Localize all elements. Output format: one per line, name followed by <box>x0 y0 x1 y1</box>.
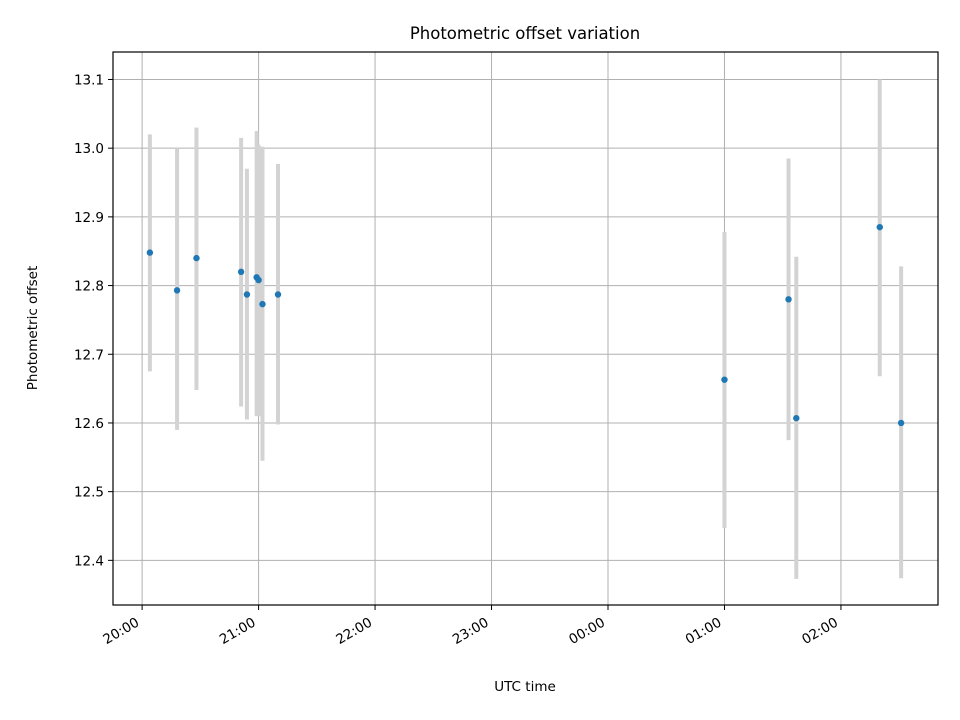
data-point <box>237 268 245 276</box>
y-axis-label: Photometric offset <box>25 266 41 390</box>
data-point <box>146 249 154 256</box>
data-points <box>146 223 905 427</box>
data-point <box>897 419 905 427</box>
plot-frame <box>112 51 939 606</box>
y-tick-label: 13.1 <box>74 72 104 88</box>
data-point <box>274 291 282 298</box>
grid <box>113 52 938 605</box>
data-point <box>259 300 266 308</box>
y-tick-label: 13.0 <box>74 141 104 157</box>
x-axis-label: UTC time <box>494 679 556 695</box>
y-tick-label: 12.5 <box>74 485 104 501</box>
chart-title: Photometric offset variation <box>410 24 640 43</box>
data-point <box>173 287 181 294</box>
x-tick-label: 20:00 <box>100 615 142 648</box>
data-point <box>193 254 200 262</box>
y-tick-label: 12.6 <box>74 416 104 432</box>
x-tick-label: 01:00 <box>683 615 725 648</box>
y-tick-label: 12.7 <box>74 347 104 363</box>
data-point <box>243 291 251 298</box>
data-point <box>876 223 883 231</box>
data-point <box>785 296 792 303</box>
data-point <box>255 276 262 284</box>
x-tick-label: 02:00 <box>799 615 841 648</box>
x-tick-label: 21:00 <box>217 615 259 648</box>
x-tick-label: 00:00 <box>566 615 608 648</box>
data-point <box>721 376 728 383</box>
x-axis: 20:00 21:00 22:00 23:00 00:00 01:00 02:00 <box>100 605 842 648</box>
y-tick-label: 12.8 <box>74 279 104 295</box>
y-tick-label: 12.9 <box>74 210 104 226</box>
y-axis: 12.4 12.5 12.6 12.7 12.8 12.9 13.0 13.1 <box>74 72 113 569</box>
x-tick-label: 22:00 <box>333 615 375 648</box>
x-tick-label: 23:00 <box>450 615 492 648</box>
data-point <box>793 414 800 422</box>
error-bars <box>147 79 904 579</box>
y-tick-label: 12.4 <box>74 553 104 569</box>
